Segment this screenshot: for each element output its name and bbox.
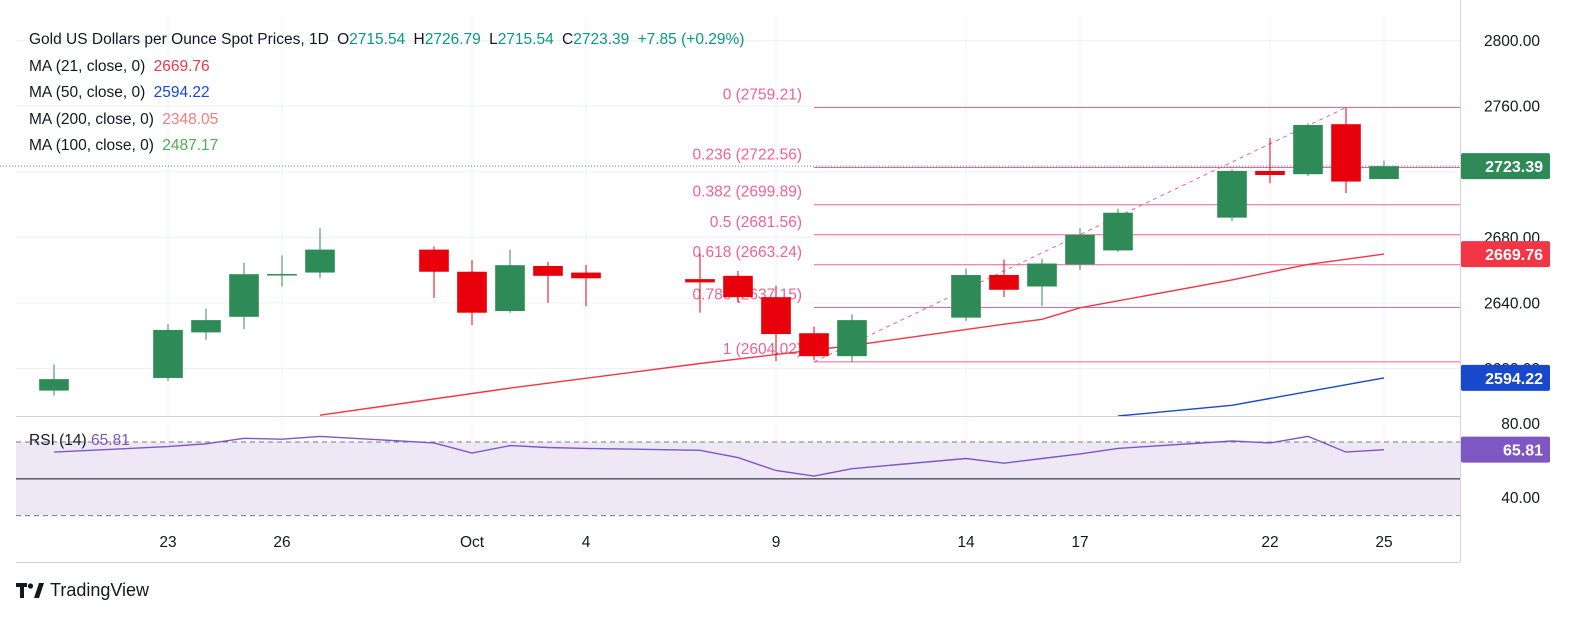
high-label: H <box>413 31 425 48</box>
rsi-price-tag-bg <box>1461 436 1550 463</box>
ma21-legend: MA (21, close, 0) 2669.76 <box>29 57 748 84</box>
candle-body <box>457 271 487 313</box>
price-tag-bg <box>1461 241 1550 268</box>
chart-legend: Gold US Dollars per Ounce Spot Prices, 1… <box>29 30 748 163</box>
close-label: C <box>562 31 574 48</box>
ma100-label: MA (100, close, 0) <box>29 137 154 154</box>
ma21-line <box>319 253 1385 416</box>
ma50-value: 2594.22 <box>153 84 210 101</box>
candle-body <box>989 275 1019 290</box>
candle-body <box>1103 212 1133 251</box>
rsi-price-tag: 65.81 <box>1503 443 1543 460</box>
rsi-legend-label: RSI (14) <box>29 432 87 449</box>
rsi-tick-label: 80.00 <box>1501 416 1540 433</box>
ma21-value: 2669.76 <box>153 57 210 75</box>
fib-trend-line <box>813 107 1347 363</box>
rsi-tick-label: 40.00 <box>1501 490 1540 507</box>
time-tick-label: Oct <box>460 534 485 551</box>
time-tick-label: 25 <box>1375 534 1392 551</box>
symbol-row: Gold US Dollars per Ounce Spot Prices, 1… <box>29 30 748 57</box>
candle-body <box>495 265 525 312</box>
ma100-value: 2487.17 <box>162 137 219 154</box>
candle-body <box>229 274 259 317</box>
time-tick-label: 26 <box>273 534 290 551</box>
high-value: 2726.79 <box>424 31 481 48</box>
rsi-line <box>53 435 1385 477</box>
ma200-legend: MA (200, close, 0) 2348.05 <box>29 110 748 137</box>
candle-body <box>571 272 601 279</box>
time-tick-label: 14 <box>957 534 975 551</box>
candle-body <box>153 329 183 378</box>
candle-body <box>1255 170 1285 176</box>
tradingview-logo-icon <box>16 582 44 598</box>
fib-level-label: 0 (2759.21) <box>723 86 802 103</box>
fib-level-label: 0.5 (2681.56) <box>710 214 802 231</box>
ma100-legend: MA (100, close, 0) 2487.17 <box>29 136 748 163</box>
price-tick-label: 2640.00 <box>1484 295 1540 312</box>
ma200-label: MA (200, close, 0) <box>29 110 154 128</box>
last-price-tag: 2723.39 <box>1485 159 1543 176</box>
ma50-line <box>1117 377 1385 417</box>
candle-body <box>419 249 449 272</box>
symbol-title: Gold US Dollars per Ounce Spot Prices, 1… <box>29 31 329 48</box>
candle-body <box>837 320 867 357</box>
last-price-tag-bg <box>1461 153 1550 180</box>
fib-level-label: 0.236 (2722.56) <box>693 147 802 164</box>
price-tag: 2594.22 <box>1485 371 1543 388</box>
fib-level-label: 0.382 (2699.89) <box>693 184 802 201</box>
time-tick-label: 9 <box>772 534 781 551</box>
candle-body <box>1293 125 1323 175</box>
candle-body <box>533 266 563 276</box>
candle-body <box>723 275 753 298</box>
candle-body <box>799 333 829 357</box>
rsi-legend: RSI (14) 65.81 <box>29 432 130 450</box>
tradingview-logo-text: TradingView <box>50 580 150 600</box>
time-tick-label: 23 <box>159 534 176 551</box>
candle-body <box>1331 124 1361 182</box>
low-value: 2715.54 <box>497 31 554 48</box>
price-tag-bg <box>1461 364 1550 391</box>
time-tick-label: 4 <box>582 534 591 551</box>
close-value: 2723.39 <box>573 31 630 48</box>
time-tick-label: 22 <box>1261 534 1278 551</box>
fib-level-label: 1 (2604.02) <box>723 341 802 358</box>
tradingview-logo[interactable]: TradingView <box>16 580 149 601</box>
rsi-legend-value: 65.81 <box>91 432 130 449</box>
candle-body <box>951 275 981 318</box>
change-value: +7.85 (+0.29%) <box>637 31 745 48</box>
ma50-label: MA (50, close, 0) <box>29 84 146 101</box>
open-value: 2715.54 <box>349 31 406 48</box>
candle-body <box>1217 170 1247 218</box>
candle-body <box>305 249 335 273</box>
candle-body <box>267 274 297 276</box>
candle-body <box>1369 166 1399 180</box>
ma50-legend: MA (50, close, 0) 2594.22 <box>29 83 748 110</box>
ma21-label: MA (21, close, 0) <box>29 57 146 75</box>
fib-level-label: 0.618 (2663.24) <box>693 244 802 261</box>
candle-body <box>1027 263 1057 287</box>
candle-body <box>39 379 69 391</box>
price-tick-label: 2760.00 <box>1484 99 1540 116</box>
low-label: L <box>489 31 498 48</box>
candle-body <box>761 297 791 335</box>
ma200-value: 2348.05 <box>162 110 219 128</box>
time-tick-label: 17 <box>1071 534 1088 551</box>
candle-body <box>1065 234 1095 265</box>
price-tag: 2669.76 <box>1485 247 1543 264</box>
candle-body <box>191 320 221 333</box>
candle-body <box>685 279 715 283</box>
price-tick-label: 2800.00 <box>1484 33 1540 50</box>
open-label: O <box>337 31 350 48</box>
